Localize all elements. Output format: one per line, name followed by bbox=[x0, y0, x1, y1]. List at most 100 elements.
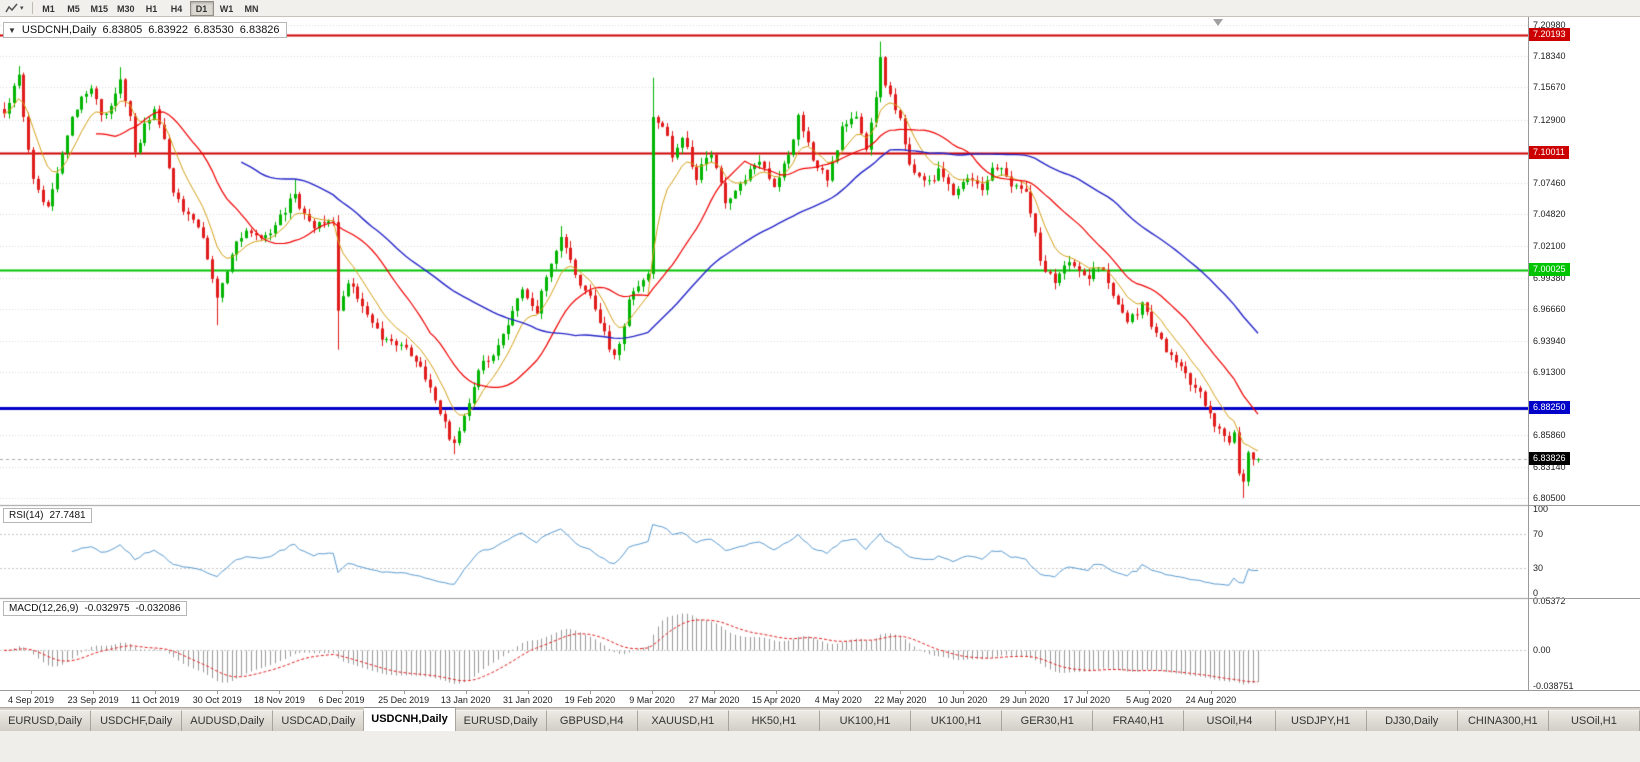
price-axis-label: 6.91300 bbox=[1533, 366, 1566, 377]
macd-indicator-label: MACD(12,26,9) -0.032975 -0.032086 bbox=[3, 601, 187, 616]
chart-tab-hk50-h1[interactable]: HK50,H1 bbox=[728, 710, 820, 731]
chart-tab-eurusd-daily[interactable]: EURUSD,Daily bbox=[455, 710, 547, 731]
date-tick bbox=[1086, 691, 1088, 694]
rsi-indicator-value: 27.7481 bbox=[49, 510, 86, 521]
chart-open-value: 6.83805 bbox=[102, 24, 143, 36]
date-axis-label: 24 Aug 2020 bbox=[1185, 695, 1237, 705]
chart-tab-usoil-h1[interactable]: USOil,H1 bbox=[1548, 710, 1640, 731]
date-tick bbox=[652, 691, 653, 694]
date-axis-label: 13 Jan 2020 bbox=[440, 695, 491, 705]
hline-price-badge: 6.88250 bbox=[1529, 400, 1570, 414]
macd-main-value: -0.032975 bbox=[84, 603, 130, 614]
current-price-badge: 6.83826 bbox=[1529, 452, 1570, 466]
timeframe-button-h4[interactable]: H4 bbox=[170, 3, 183, 14]
date-axis-label: 4 Sep 2019 bbox=[7, 695, 55, 705]
chart-close-value: 6.83826 bbox=[239, 24, 280, 36]
pane-separator bbox=[1529, 505, 1640, 506]
date-tick bbox=[31, 691, 32, 694]
date-axis-label: 19 Feb 2020 bbox=[564, 695, 616, 705]
chart-tab-usoil-h4[interactable]: USOil,H4 bbox=[1184, 710, 1276, 731]
timeframe-button-mn[interactable]: MN bbox=[244, 3, 259, 14]
chart-high-value: 6.83922 bbox=[148, 24, 189, 36]
hline-price-badge: 7.00025 bbox=[1529, 263, 1570, 277]
status-strip bbox=[0, 731, 1640, 762]
date-tick bbox=[279, 691, 281, 694]
timeframe-toolbar: ▾ M1 M5 M15 M30 H1 H4 D1 W1 MN bbox=[0, 0, 1640, 17]
price-axis[interactable]: 7.20980 7.18340 7.15670 7.12900 7.07460 7.048… bbox=[1528, 17, 1640, 691]
price-axis-label: 7.04820 bbox=[1533, 209, 1566, 220]
date-axis-label: 17 Jul 2020 bbox=[1063, 695, 1110, 705]
date-axis-label: 15 Apr 2020 bbox=[751, 695, 801, 705]
date-axis-label: 5 Aug 2020 bbox=[1126, 695, 1172, 705]
chart-tab-fra40-h1[interactable]: FRA40,H1 bbox=[1093, 710, 1185, 731]
chart-tab-audusd-daily[interactable]: AUDUSD,Daily bbox=[182, 710, 274, 731]
chart-tab-uk100-h1[interactable]: UK100,H1 bbox=[911, 710, 1003, 731]
price-axis-label: 6.99380 bbox=[1533, 272, 1566, 283]
date-tick bbox=[1024, 691, 1026, 694]
timeframe-button-m5[interactable]: M5 bbox=[67, 3, 80, 14]
price-axis-label: 7.18340 bbox=[1533, 51, 1566, 62]
rsi-axis-label: 30 bbox=[1533, 562, 1544, 573]
chart-low-value: 6.83530 bbox=[194, 24, 234, 36]
timeframe-buttons-group: M1 M5 M15 M30 H1 H4 D1 W1 MN bbox=[37, 0, 264, 16]
date-tick bbox=[589, 691, 591, 694]
caret-down-icon: ▾ bbox=[20, 5, 24, 12]
price-axis-label: 6.96660 bbox=[1533, 304, 1566, 315]
timeframe-button-m30[interactable]: M30 bbox=[117, 3, 135, 14]
timeframe-button-w1[interactable]: W1 bbox=[219, 3, 234, 14]
date-tick bbox=[465, 691, 467, 694]
collapse-indicator-icon[interactable]: ▼ bbox=[8, 25, 16, 35]
price-chart-canvas[interactable] bbox=[0, 17, 1528, 690]
date-tick bbox=[714, 691, 716, 694]
chart-tab-ger30-h1[interactable]: GER30,H1 bbox=[1002, 710, 1094, 731]
date-tick bbox=[838, 691, 840, 694]
chart-tab-usdchf-daily[interactable]: USDCHF,Daily bbox=[91, 710, 183, 731]
rsi-axis-label: 0 bbox=[1533, 588, 1539, 598]
price-axis-label: 7.12900 bbox=[1533, 114, 1566, 125]
date-tick bbox=[341, 691, 343, 694]
macd-axis-label: 0.05372 bbox=[1533, 596, 1566, 606]
macd-signal-value: -0.032086 bbox=[135, 603, 181, 614]
macd-axis-label: -0.038751 bbox=[1533, 681, 1574, 691]
date-tick bbox=[900, 691, 902, 694]
toolbar-separator bbox=[31, 2, 33, 14]
date-tick bbox=[1148, 691, 1150, 694]
macd-indicator-name: MACD(12,26,9) bbox=[9, 603, 79, 614]
date-tick bbox=[1210, 691, 1212, 694]
timeframe-button-h1[interactable]: H1 bbox=[145, 3, 158, 14]
timeframe-button-m15[interactable]: M15 bbox=[90, 3, 109, 14]
chart-tab-xauusd-h1[interactable]: XAUUSD,H1 bbox=[637, 710, 729, 731]
chart-tab-dj30-daily[interactable]: DJ30,Daily bbox=[1366, 710, 1458, 731]
hline-price-badge: 7.10011 bbox=[1529, 146, 1569, 160]
chart-tab-usdcad-daily[interactable]: USDCAD,Daily bbox=[273, 710, 365, 731]
date-axis-label: 4 May 2020 bbox=[814, 695, 862, 705]
chart-tab-eurusd-daily[interactable]: EURUSD,Daily bbox=[0, 710, 92, 731]
date-axis-label: 29 Jun 2020 bbox=[999, 695, 1050, 705]
price-axis-label: 7.20980 bbox=[1533, 20, 1566, 31]
chart-tab-usdcnh-daily[interactable]: USDCNH,Daily bbox=[364, 707, 456, 731]
date-tick bbox=[527, 691, 529, 694]
chart-tab-uk100-h1[interactable]: UK100,H1 bbox=[819, 710, 912, 731]
chart-tab-gbpusd-h4[interactable]: GBPUSD,H4 bbox=[546, 710, 638, 731]
chart-tab-usdjpy-h1[interactable]: USDJPY,H1 bbox=[1275, 710, 1367, 731]
date-tick bbox=[155, 691, 157, 694]
chart-title: ▼ USDCNH,Daily 6.83805 6.83922 6.83530 6… bbox=[3, 22, 287, 38]
price-axis-label: 6.83140 bbox=[1533, 462, 1566, 473]
date-axis[interactable]: 4 Sep 2019 23 Sep 2019 11 Oct 2019 30 Oct 2… bbox=[0, 690, 1640, 707]
hline-price-badge: 7.20193 bbox=[1529, 27, 1570, 41]
date-axis-label: 27 Mar 2020 bbox=[688, 695, 740, 705]
chart-tab-china300-h1[interactable]: CHINA300,H1 bbox=[1457, 710, 1549, 731]
rsi-axis-label: 70 bbox=[1533, 529, 1544, 540]
price-axis-label: 7.07460 bbox=[1533, 178, 1566, 189]
date-axis-label: 18 Nov 2019 bbox=[253, 695, 305, 705]
date-tick bbox=[217, 691, 219, 694]
chart-shift-marker[interactable] bbox=[1213, 19, 1223, 26]
timeframe-button-m1[interactable]: M1 bbox=[42, 3, 55, 14]
pane-separator bbox=[1529, 598, 1640, 599]
chart-tool-icon[interactable]: ▾ bbox=[3, 1, 26, 16]
date-axis-label: 6 Dec 2019 bbox=[318, 695, 365, 705]
date-tick bbox=[403, 691, 405, 694]
date-axis-label: 11 Oct 2019 bbox=[131, 695, 180, 705]
timeframe-button-d1[interactable]: D1 bbox=[189, 0, 214, 16]
